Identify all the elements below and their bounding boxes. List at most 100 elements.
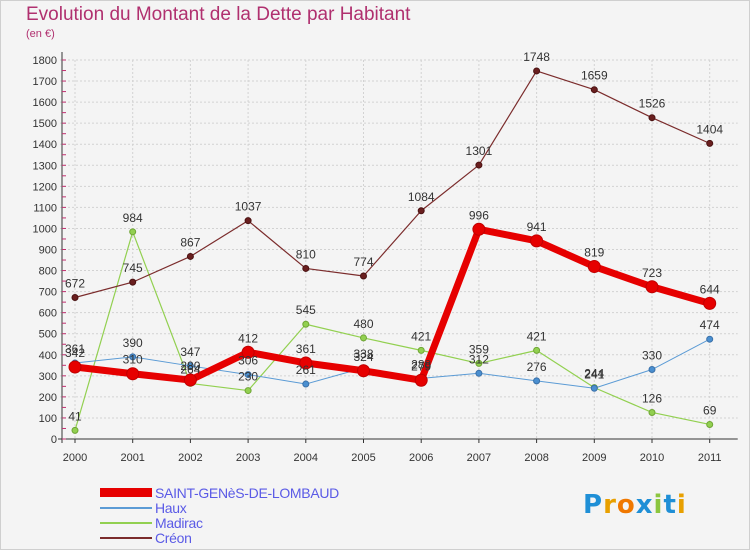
- data-label: 359: [469, 342, 489, 356]
- x-tick-label: 2004: [294, 452, 318, 464]
- data-point: [241, 345, 255, 359]
- data-label: 672: [65, 277, 85, 291]
- x-tick-label: 2011: [698, 452, 722, 464]
- data-point: [129, 278, 137, 286]
- legend-swatch: [100, 521, 152, 524]
- x-tick-label: 2005: [351, 452, 375, 464]
- y-tick-label: 600: [39, 308, 57, 320]
- data-point: [706, 335, 714, 343]
- data-point: [648, 366, 656, 374]
- series-line-2: [74, 231, 710, 431]
- legend-swatch: [100, 488, 152, 497]
- series-line-0: [74, 225, 711, 384]
- data-label: 126: [642, 391, 662, 405]
- data-point: [648, 408, 656, 416]
- data-label: 1748: [523, 50, 550, 64]
- legend-item-creon: Créon: [100, 529, 339, 546]
- data-point: [645, 280, 659, 294]
- data-label: 984: [123, 211, 143, 225]
- y-tick-label: 1600: [33, 97, 57, 109]
- x-tick-label: 2009: [582, 452, 606, 464]
- y-tick-label: 1500: [33, 118, 57, 130]
- data-point: [533, 346, 541, 354]
- data-label: 819: [584, 246, 604, 260]
- y-tick-label: 400: [39, 350, 57, 362]
- y-tick-label: 900: [39, 245, 57, 257]
- data-point: [360, 334, 367, 342]
- data-label: 41: [68, 409, 82, 423]
- data-label: 361: [65, 342, 85, 356]
- data-label: 276: [527, 360, 547, 374]
- data-point: [68, 360, 82, 374]
- legend-swatch: [100, 536, 152, 539]
- data-label: 474: [700, 318, 720, 332]
- data-point: [706, 420, 714, 428]
- x-tick-label: 2007: [467, 452, 491, 464]
- data-label: 1037: [235, 200, 262, 214]
- y-tick-label: 1700: [33, 76, 57, 88]
- y-tick-label: 200: [39, 392, 57, 404]
- y-tick-label: 1800: [33, 55, 57, 67]
- data-point: [706, 139, 714, 147]
- data-label: 261: [296, 363, 316, 377]
- data-point: [587, 260, 601, 274]
- data-label: 288: [411, 357, 431, 371]
- data-label: 1404: [696, 122, 723, 136]
- data-label: 342: [65, 346, 85, 360]
- data-point: [183, 373, 197, 387]
- data-label: 421: [411, 329, 431, 343]
- data-label: 310: [123, 353, 143, 367]
- data-point: [302, 380, 310, 388]
- x-tick-label: 2000: [63, 452, 87, 464]
- data-point: [360, 272, 367, 280]
- y-tick-label: 1100: [33, 202, 57, 214]
- x-tick-label: 2003: [236, 452, 260, 464]
- data-label: 361: [296, 342, 316, 356]
- data-point: [590, 384, 598, 392]
- y-tick-label: 1000: [33, 223, 57, 235]
- data-point: [533, 67, 541, 75]
- data-label: 324: [353, 350, 373, 364]
- data-point: [129, 228, 137, 236]
- x-tick-label: 2006: [409, 452, 433, 464]
- data-label: 810: [296, 247, 316, 261]
- data-label: 330: [642, 349, 662, 363]
- data-label: 69: [703, 403, 717, 417]
- data-label: 941: [527, 220, 547, 234]
- chart-subtitle: (en €): [26, 28, 55, 40]
- data-label: 723: [642, 266, 662, 280]
- data-label: 421: [527, 329, 547, 343]
- data-point: [475, 359, 483, 367]
- proxiti-logo: Proxiti: [583, 490, 687, 520]
- data-point: [71, 294, 79, 302]
- data-point: [244, 371, 252, 379]
- data-point: [475, 161, 483, 169]
- legend-item-haux: Haux: [100, 500, 339, 516]
- data-point: [703, 296, 717, 310]
- data-point: [71, 426, 79, 434]
- data-point: [648, 114, 656, 122]
- x-tick-label: 2010: [640, 452, 664, 464]
- y-tick-label: 1400: [33, 139, 57, 151]
- x-tick-label: 2002: [178, 452, 202, 464]
- data-point: [299, 356, 313, 370]
- y-tick-label: 500: [39, 329, 57, 341]
- chart-title: Evolution du Montant de la Dette par Hab…: [26, 4, 411, 25]
- data-point: [590, 86, 598, 94]
- x-tick-label: 2008: [524, 452, 548, 464]
- data-label: 312: [469, 352, 489, 366]
- data-label: 347: [180, 345, 200, 359]
- data-point: [530, 234, 544, 248]
- data-label: 996: [469, 208, 489, 222]
- data-label: 338: [353, 347, 373, 361]
- data-point: [126, 367, 140, 381]
- data-label: 244: [584, 367, 604, 381]
- data-label: 241: [584, 367, 604, 381]
- legend-label: Créon: [155, 529, 192, 546]
- legend-label: Madirac: [155, 514, 203, 531]
- data-point: [186, 252, 194, 260]
- data-label: 1659: [581, 69, 608, 83]
- y-tick-label: 300: [39, 371, 57, 383]
- data-label: 306: [238, 354, 258, 368]
